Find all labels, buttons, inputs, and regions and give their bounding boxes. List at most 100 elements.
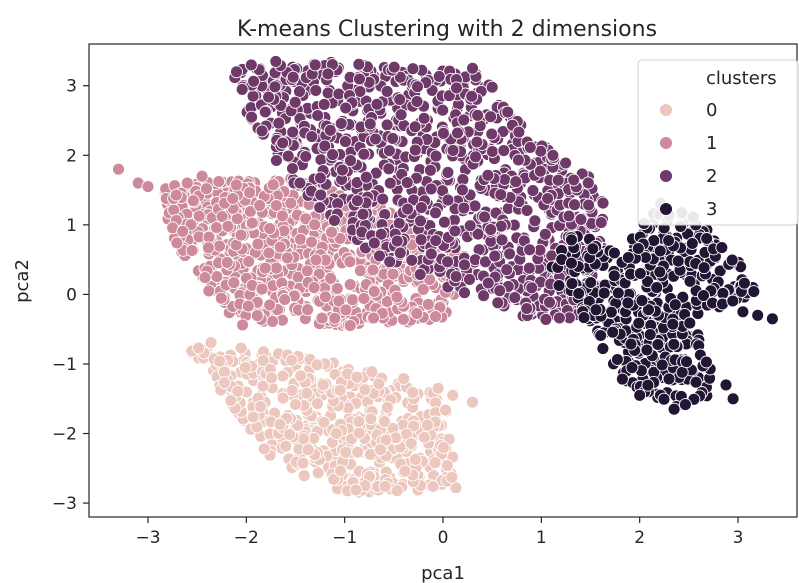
data-point [253,198,267,212]
data-point [195,169,209,183]
data-point [269,154,283,167]
data-point [668,298,682,312]
data-point [383,255,397,269]
data-point [293,85,306,99]
data-point [307,281,321,295]
data-point [564,256,578,270]
data-point [641,275,655,289]
data-point [413,267,427,281]
data-point [451,126,464,140]
data-point [420,418,434,432]
data-point [357,292,371,305]
data-point [309,83,323,97]
data-point [640,343,654,357]
data-point [466,395,479,409]
data-point [589,303,603,317]
data-point [294,369,308,383]
data-point [683,274,697,288]
data-point [431,381,445,395]
data-point [293,232,307,246]
data-point [503,247,517,261]
points-layer [112,54,779,499]
data-point [141,180,155,194]
data-point [426,480,440,493]
y-axis-label: pca2 [12,259,33,303]
data-point [176,224,190,238]
data-point [610,353,624,366]
data-point [334,464,347,478]
data-point [405,253,419,267]
data-point [251,237,265,251]
data-point [736,305,750,319]
data-point [641,378,655,392]
data-point [334,117,348,130]
data-point [315,311,329,325]
data-point [390,484,404,498]
data-point [441,255,455,269]
data-point [635,294,649,308]
data-point [245,216,259,230]
data-point [511,153,525,167]
data-point [594,329,608,342]
data-point [485,145,499,158]
data-point [300,264,314,278]
data-point [398,464,412,478]
data-point [332,294,346,308]
data-point [478,210,491,224]
data-point [314,188,328,202]
data-point [311,397,324,411]
data-point [667,337,681,351]
data-point [481,168,495,182]
data-point [408,453,422,467]
data-point [429,310,443,323]
legend-label: 0 [706,100,717,121]
data-point [269,261,283,275]
x-tick-label: 3 [733,528,744,548]
data-point [522,261,536,275]
data-point [236,318,250,332]
data-point [408,120,422,134]
legend-label: 2 [706,166,717,187]
data-point [373,249,386,263]
data-point [238,361,252,374]
x-tick-label: −3 [135,528,160,548]
data-point [352,57,366,71]
data-point [344,154,357,168]
data-point [343,278,357,292]
data-point [202,284,216,298]
data-point [428,456,442,470]
data-point [339,445,353,459]
legend-title: clusters [706,68,777,89]
data-point [268,80,282,94]
data-point [411,80,424,94]
data-point [432,69,446,83]
data-point [170,236,184,250]
data-point [349,483,363,497]
data-point [501,105,515,119]
data-point [297,469,311,483]
data-point [386,267,400,281]
data-point [328,311,342,325]
data-point [339,303,353,317]
y-axis-ticks: −3 −2 −1 0 1 2 3 [52,77,89,514]
legend-marker [659,103,673,117]
data-point [596,196,610,210]
data-point [594,216,608,230]
data-point [305,130,319,144]
data-point [473,119,487,133]
data-point [327,214,341,227]
data-point [367,311,381,325]
x-axis-ticks: −3 −2 −1 0 1 2 3 [135,517,743,548]
data-point [386,131,400,145]
data-point [202,230,216,244]
data-point [528,214,542,228]
data-point [523,243,537,257]
data-point [262,246,276,260]
data-point [666,317,680,331]
data-point [299,150,313,163]
data-point [484,223,498,237]
data-point [457,113,471,127]
data-point [288,95,302,109]
data-point [468,199,482,213]
data-point [234,341,248,355]
